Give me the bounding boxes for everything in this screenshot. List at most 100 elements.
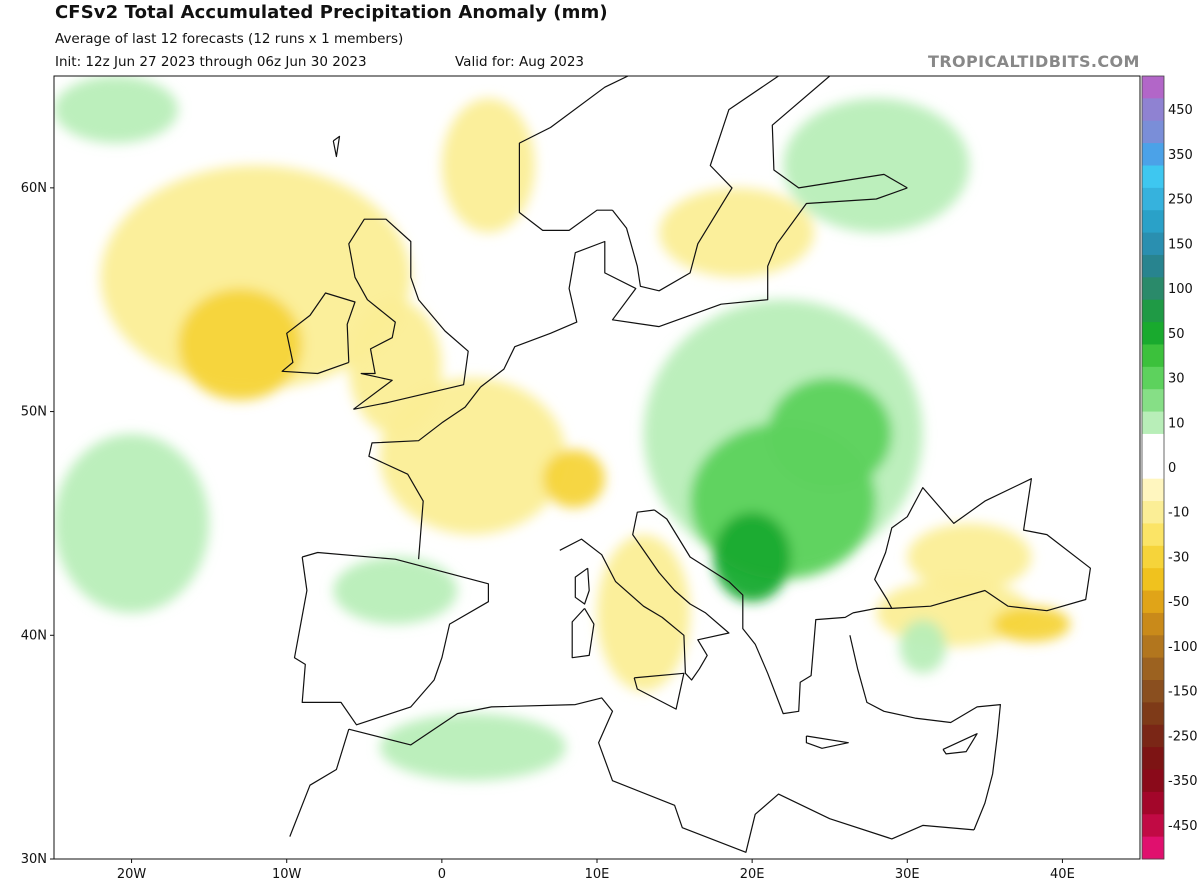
gulf-of-finland-coast xyxy=(771,76,908,189)
anomaly-region-serbia-wet xyxy=(713,512,791,602)
lat-tick-label: 60N xyxy=(21,181,47,196)
colorbar-swatch xyxy=(1142,747,1164,771)
valid-label: Valid for: Aug 2023 xyxy=(455,54,584,70)
colorbar-swatch xyxy=(1142,344,1164,368)
coastlines-layer xyxy=(281,76,1091,853)
colorbar: 4503502501501005030100-10-30-50-100-150-… xyxy=(1141,75,1198,860)
init-label: Init: 12z Jun 27 2023 through 06z Jun 30… xyxy=(55,54,367,70)
anomaly-region-north-atlantic-wet xyxy=(54,76,179,144)
lon-tick-label: 10E xyxy=(585,867,610,882)
colorbar-swatch xyxy=(1142,120,1164,144)
lon-tick-label: 20W xyxy=(117,867,147,882)
colorbar-swatch xyxy=(1142,76,1164,99)
lat-tick-label: 50N xyxy=(21,405,47,420)
anomaly-region-norway-dry xyxy=(441,98,535,233)
colorbar-label: 30 xyxy=(1168,372,1185,387)
colorbar-swatch xyxy=(1142,456,1164,480)
colorbar-swatch xyxy=(1142,836,1164,860)
anomaly-region-france-dry xyxy=(379,378,566,535)
colorbar-swatch xyxy=(1142,702,1164,726)
colorbar-label: 10 xyxy=(1168,416,1185,431)
colorbar-swatch xyxy=(1142,814,1164,838)
lat-tick-label: 30N xyxy=(21,852,47,867)
britain-coast xyxy=(348,218,469,410)
lat-tick-label: 40N xyxy=(21,628,47,643)
anomaly-region-romania-wet xyxy=(767,378,892,490)
italy-coast xyxy=(559,509,730,681)
anomaly-region-turkey-east-dry xyxy=(992,606,1071,642)
colorbar-label: 350 xyxy=(1168,148,1193,163)
colorbar-label: 0 xyxy=(1168,461,1176,476)
chart-subtitle: Average of last 12 forecasts (12 runs x … xyxy=(55,31,404,47)
colorbar-label: 150 xyxy=(1168,237,1193,252)
turkey-coast xyxy=(852,478,1091,614)
colorbar-label: -30 xyxy=(1168,551,1189,566)
chart-title: CFSv2 Total Accumulated Precipitation An… xyxy=(55,2,608,23)
colorbar-swatch xyxy=(1142,523,1164,547)
colorbar-swatch xyxy=(1142,501,1164,524)
lowlands-denmark-coast xyxy=(480,187,908,388)
longitude-ticks: 20W 10W 0 10E 20E 30E 40E xyxy=(117,859,1075,882)
colorbar-swatch xyxy=(1142,612,1164,636)
colorbar-swatch xyxy=(1142,769,1164,793)
north-africa-coast xyxy=(348,697,975,853)
iceland-faroe-coast xyxy=(332,135,341,158)
colorbar-swatch xyxy=(1142,299,1164,323)
colorbar-swatch xyxy=(1142,478,1164,502)
colorbar-label: -350 xyxy=(1168,774,1198,789)
anomaly-region-algeria-wet xyxy=(379,713,566,781)
colorbar-label: -10 xyxy=(1168,506,1189,521)
colorbar-frame xyxy=(1141,75,1165,860)
sardinia-coast xyxy=(571,607,595,659)
colorbar-swatch xyxy=(1142,210,1164,234)
iberia-coast xyxy=(293,551,489,726)
anatolia-south-coast xyxy=(849,635,1001,831)
colorbar-swatch xyxy=(1142,657,1164,681)
crete-coast xyxy=(805,735,849,749)
colorbar-swatch xyxy=(1142,389,1164,413)
colorbar-swatch xyxy=(1142,277,1164,301)
anomaly-region-atlantic-core-dry xyxy=(178,288,303,401)
colorbar-label: -150 xyxy=(1168,685,1198,700)
colorbar-swatch xyxy=(1142,411,1164,435)
colorbar-swatch xyxy=(1142,254,1164,278)
colorbar-swatch xyxy=(1142,232,1164,256)
anomaly-region-baltic-dry xyxy=(659,187,815,278)
colorbar-label: -50 xyxy=(1168,595,1189,610)
lon-tick-label: 0 xyxy=(438,867,446,882)
anomaly-region-scandinavia-wet xyxy=(783,98,970,233)
colorbar-swatch xyxy=(1142,165,1164,189)
run-info: Init: 12z Jun 27 2023 through 06z Jun 30… xyxy=(55,54,584,70)
corsica-coast xyxy=(574,567,590,605)
colorbar-label: 250 xyxy=(1168,193,1193,208)
colorbar-swatch xyxy=(1142,590,1164,614)
morocco-atlantic-coast xyxy=(289,729,350,837)
anomaly-region-spain-wet xyxy=(333,556,458,625)
colorbar-swatch xyxy=(1142,366,1164,390)
colorbar-label: -250 xyxy=(1168,730,1198,745)
lon-tick-label: 20E xyxy=(740,867,765,882)
anomaly-shading-layer xyxy=(54,76,1071,781)
sicily-coast xyxy=(633,672,685,710)
colorbar-swatch xyxy=(1142,187,1164,211)
colorbar-swatch xyxy=(1142,724,1164,748)
colorbar-swatch xyxy=(1142,791,1164,815)
colorbar-swatch xyxy=(1142,635,1164,659)
lon-tick-label: 10W xyxy=(272,867,302,882)
sweden-coast xyxy=(612,76,779,292)
latitude-ticks: 30N 40N 50N 60N xyxy=(21,181,54,867)
cyprus-coast xyxy=(942,733,978,755)
anomaly-region-atlantic-west-wet xyxy=(54,433,210,613)
colorbar-label: 450 xyxy=(1168,103,1193,118)
colorbar-label: 100 xyxy=(1168,282,1193,297)
colorbar-swatch xyxy=(1142,98,1164,122)
colorbar-label: -450 xyxy=(1168,819,1198,834)
site-credit: TROPICALTIDBITS.COM xyxy=(928,52,1140,71)
anomaly-region-anatolia-wet xyxy=(899,619,947,674)
colorbar-label: -100 xyxy=(1168,640,1198,655)
anomaly-region-atlantic-north-dry xyxy=(100,165,411,390)
colorbar-swatch xyxy=(1142,680,1164,703)
colorbar-swatch xyxy=(1142,545,1164,569)
anomaly-region-alps-dry xyxy=(542,449,605,508)
